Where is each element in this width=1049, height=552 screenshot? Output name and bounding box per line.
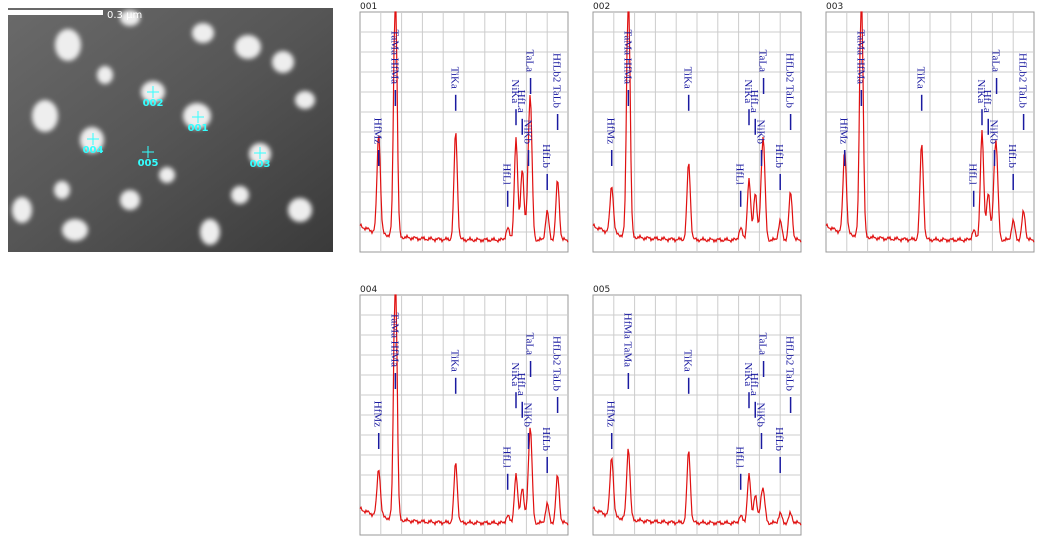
peak-label: HfLa [981,90,993,113]
panel-title: 005 [593,285,610,295]
panel-title: 003 [826,2,843,12]
peak-label: TiKa [682,350,694,372]
panel-title: 001 [360,2,377,12]
spectrum [592,11,802,244]
peak-label: TiKa [682,67,694,89]
peak-label: NiKa [509,79,521,103]
peak-label: HfLl [501,446,513,467]
peak-label: TaLa [757,50,769,73]
peak-label: HfLb2 TaLb [1017,53,1029,108]
peak-label: TiKa [915,67,927,89]
peak-label: TaMa HfMa [621,29,633,84]
peak-label: TaMa HfMa [388,312,400,367]
peak-label: NiKb [521,120,533,145]
marker [192,111,204,123]
peak-label: HfMz [838,118,850,144]
peak-label: HfLa [748,373,760,396]
sem-image: 0.3 µm [8,8,333,252]
peak-label: HfLb [540,144,552,168]
peak-label: NiKa [742,362,754,386]
peak-label: TaLa [990,50,1002,73]
peak-label: HfLa [515,373,527,396]
peak-label: HfLl [967,163,979,184]
peak-label: HfMz [372,118,384,144]
marker-label: 001 [188,123,209,134]
peak-label: HfMz [372,401,384,427]
peak-label: TaLa [524,50,536,73]
peak-label: HfLb [773,144,785,168]
spectrum [359,11,569,244]
spectrum [592,448,802,527]
peak-label: HfLb [540,427,552,451]
peak-label: HfLa [515,90,527,113]
peak-label: TaMa HfMa [388,29,400,84]
peak-label: TiKa [449,350,461,372]
peak-label: HfLb [773,427,785,451]
peak-label: HfLl [501,163,513,184]
peak-label: TaMa HfMa [854,29,866,84]
peak-label: TiKa [449,67,461,89]
marker-label: 002 [143,98,164,109]
marker [142,146,154,158]
peak-label: HfLb2 TaLb [784,336,796,391]
peak-label: TaLa [757,333,769,356]
peak-label: TaLa [524,333,536,356]
panel-title: 002 [593,2,610,12]
panel-title: 004 [360,285,377,295]
marker-label: 003 [250,159,271,170]
marker [254,147,266,159]
peak-label: HfMa TaMa [621,313,633,367]
peak-label: NiKa [742,79,754,103]
scale-label: 0.3 µm [107,10,142,21]
peak-label: HfLl [734,163,746,184]
peak-label: NiKb [754,403,766,428]
peak-label: NiKb [754,120,766,145]
marker-label: 005 [138,158,159,169]
peak-label: HfLb [1006,144,1018,168]
peak-label: HfLb2 TaLb [784,53,796,108]
peak-label: HfLa [748,90,760,113]
marker [147,86,159,98]
peak-label: HfMz [605,118,617,144]
peak-label: NiKb [521,403,533,428]
peak-label: NiKa [975,79,987,103]
spectrum [359,294,569,527]
marker-label: 004 [83,145,104,156]
peak-label: HfMz [605,401,617,427]
peak-label: HfLb2 TaLb [551,53,563,108]
peak-label: HfLl [734,446,746,467]
marker [87,133,99,145]
spectrum [825,11,1035,244]
peak-label: HfLb2 TaLb [551,336,563,391]
peak-label: NiKb [987,120,999,145]
peak-label: NiKa [509,362,521,386]
